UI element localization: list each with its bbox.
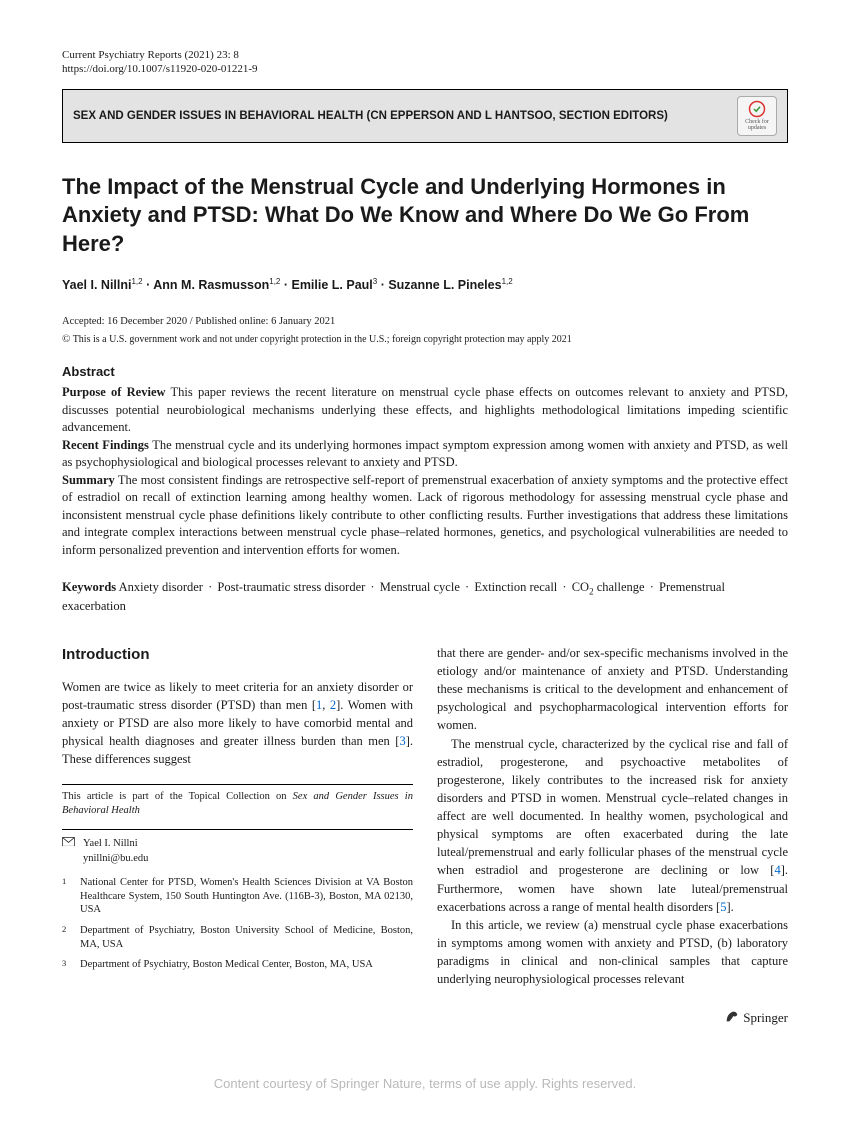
authors-line: Yael I. Nillni1,2 · Ann M. Rasmusson1,2 … [62, 276, 788, 295]
watermark-text: Content courtesy of Springer Nature, ter… [0, 1075, 850, 1093]
keywords-label: Keywords [62, 580, 116, 594]
intro-para-r3: In this article, we review (a) menstrual… [437, 916, 788, 989]
section-editors-bar: SEX AND GENDER ISSUES IN BEHAVIORAL HEAL… [62, 89, 788, 143]
purpose-label: Purpose of Review [62, 385, 166, 399]
recent-text: The menstrual cycle and its underlying h… [62, 438, 788, 470]
intro-r2-a: The menstrual cycle, characterized by th… [437, 737, 788, 878]
publisher-logo: Springer [62, 1008, 788, 1027]
check-updates-badge[interactable]: Check for updates [737, 96, 777, 136]
article-title: The Impact of the Menstrual Cycle and Un… [62, 173, 788, 259]
corresponding-author-email[interactable]: ynillni@bu.edu [83, 851, 148, 866]
abstract-block: Abstract Purpose of Review This paper re… [62, 363, 788, 559]
journal-citation: Current Psychiatry Reports (2021) 23: 8 [62, 48, 788, 62]
body-columns: Introduction Women are twice as likely t… [62, 644, 788, 988]
affiliation-row: 1National Center for PTSD, Women's Healt… [62, 876, 413, 917]
introduction-heading: Introduction [62, 644, 413, 666]
citation-1[interactable]: 1 [316, 698, 322, 712]
copyright-line: © This is a U.S. government work and not… [62, 332, 788, 347]
copyright-text: This is a U.S. government work and not u… [73, 334, 572, 345]
topical-prefix: This article is part of the Topical Coll… [62, 791, 293, 802]
purpose-text: This paper reviews the recent literature… [62, 385, 788, 434]
abstract-purpose: Purpose of Review This paper reviews the… [62, 384, 788, 437]
abstract-heading: Abstract [62, 363, 788, 381]
intro-para-r1: that there are gender- and/or sex-specif… [437, 644, 788, 735]
crossmark-icon [748, 100, 766, 118]
affiliations-list: 1National Center for PTSD, Women's Healt… [62, 876, 413, 972]
summary-text: The most consistent findings are retrosp… [62, 473, 788, 557]
abstract-summary: Summary The most consistent findings are… [62, 472, 788, 560]
corresponding-author-name: Yael I. Nillni [83, 836, 148, 851]
affil-number: 2 [62, 924, 70, 951]
affil-text: Department of Psychiatry, Boston Medical… [80, 958, 373, 972]
right-column: that there are gender- and/or sex-specif… [437, 644, 788, 988]
topical-collection-note: This article is part of the Topical Coll… [62, 784, 413, 818]
journal-header: Current Psychiatry Reports (2021) 23: 8 … [62, 48, 788, 77]
affil-text: Department of Psychiatry, Boston Univers… [80, 924, 413, 951]
affil-number: 1 [62, 876, 70, 917]
left-column: Introduction Women are twice as likely t… [62, 644, 413, 988]
accepted-published-line: Accepted: 16 December 2020 / Published o… [62, 315, 788, 330]
affil-number: 3 [62, 958, 70, 972]
summary-label: Summary [62, 473, 115, 487]
abstract-recent: Recent Findings The menstrual cycle and … [62, 437, 788, 472]
copyright-icon: © [62, 333, 70, 345]
check-updates-label: Check for updates [738, 119, 776, 132]
envelope-icon [62, 837, 75, 847]
springer-horse-icon [724, 1008, 740, 1024]
section-editors-text: SEX AND GENDER ISSUES IN BEHAVIORAL HEAL… [73, 108, 668, 124]
affiliation-row: 3 Department of Psychiatry, Boston Medica… [62, 958, 413, 972]
publisher-name: Springer [743, 1010, 788, 1025]
intro-para-r2: The menstrual cycle, characterized by th… [437, 735, 788, 916]
keywords-line: Keywords Anxiety disorder · Post-traumat… [62, 579, 788, 616]
intro-r2-c: ]. [726, 900, 733, 914]
affil-text: National Center for PTSD, Women's Health… [80, 876, 413, 917]
keywords-items: Anxiety disorder · Post-traumatic stress… [62, 580, 725, 613]
recent-label: Recent Findings [62, 438, 149, 452]
intro-para-left: Women are twice as likely to meet criter… [62, 678, 413, 769]
affiliation-row: 2 Department of Psychiatry, Boston Univer… [62, 924, 413, 951]
doi-link[interactable]: https://doi.org/10.1007/s11920-020-01221… [62, 62, 788, 76]
correspondence-block: Yael I. Nillni ynillni@bu.edu [62, 829, 413, 866]
